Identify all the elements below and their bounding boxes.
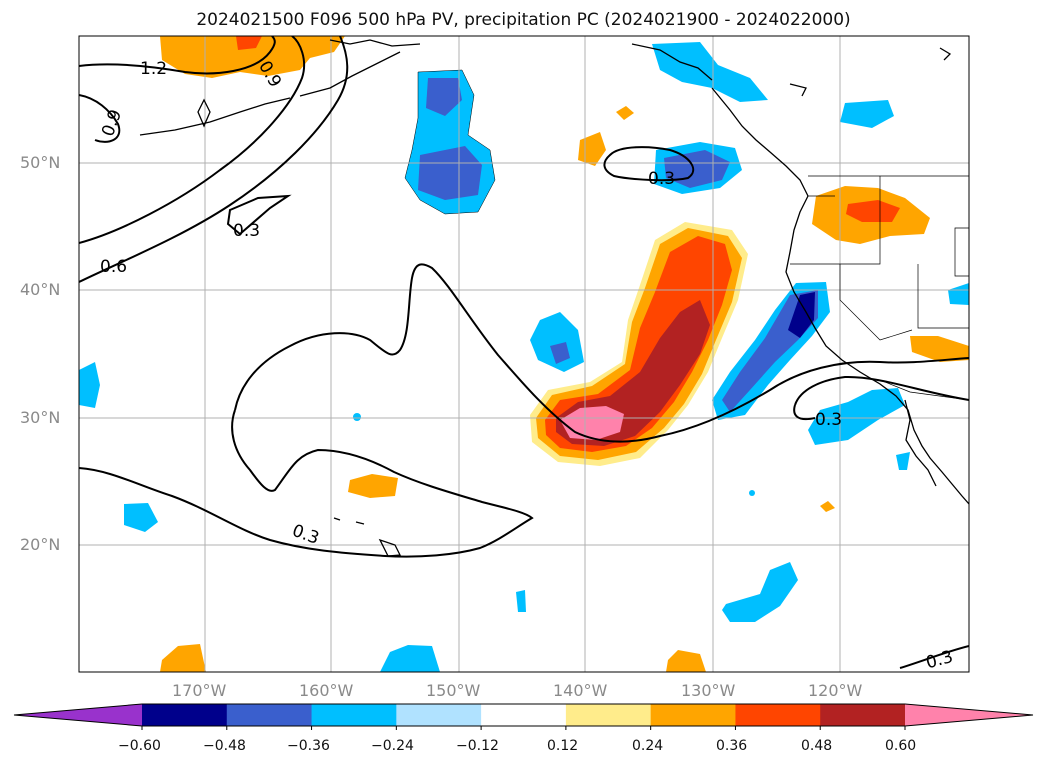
map-frame [78, 35, 970, 673]
colorbar-tick-label: 0.24 [632, 738, 664, 754]
colorbar-segment [142, 704, 228, 726]
colorbar-segment [396, 704, 482, 726]
colorbar-tick-label: 0.60 [885, 738, 917, 754]
colorbar-segment [481, 704, 567, 726]
contour-label: 1.2 [140, 59, 167, 79]
colorbar-tick-label: −0.36 [287, 738, 330, 754]
contour-label: 0.3 [233, 221, 260, 241]
lon-label-170w: 170°W [172, 681, 227, 700]
lon-label-130w: 130°W [681, 681, 736, 700]
contour-label: 0.3 [648, 169, 675, 189]
coastlines [139, 39, 969, 557]
colorbar-tick-label: 0.48 [801, 738, 833, 754]
map-area: 1.2 0.9 0.9 0.6 0.3 0.3 0.3 0.3 0.3 [79, 36, 969, 672]
pv-contours [79, 36, 969, 669]
colorbar [13, 703, 1034, 730]
colorbar-segment [650, 704, 736, 726]
colorbar-tick-label: −0.48 [203, 738, 246, 754]
lon-label-140w: 140°W [553, 681, 608, 700]
colorbar-segment [226, 704, 313, 726]
graticule [79, 36, 969, 672]
lat-label-20n: 20°N [20, 535, 61, 554]
colorbar-segment [820, 704, 906, 726]
lat-label-40n: 40°N [20, 280, 61, 299]
colorbar-extend-high [905, 704, 1033, 726]
map-title: 2024021500 F096 500 hPa PV, precipitatio… [196, 10, 851, 30]
colorbar-tick-label: −0.12 [456, 738, 499, 754]
colorbar-tick-label: −0.24 [371, 738, 414, 754]
contour-label: 0.6 [100, 257, 127, 277]
colorbar-segment [565, 704, 652, 726]
colorbar-tick-label: 0.36 [716, 738, 748, 754]
colorbar-segment [735, 704, 821, 726]
contour-label: 0.3 [815, 410, 842, 430]
colorbar-extend-low [14, 704, 142, 726]
lat-label-30n: 30°N [20, 408, 61, 427]
state-borders [790, 175, 969, 401]
colorbar-tick-label: 0.12 [547, 738, 579, 754]
colorbar-tick-label: −0.60 [118, 738, 161, 754]
lon-label-120w: 120°W [808, 681, 863, 700]
lon-label-160w: 160°W [299, 681, 354, 700]
lat-label-50n: 50°N [20, 153, 61, 172]
lon-label-150w: 150°W [426, 681, 481, 700]
colorbar-segment [311, 704, 397, 726]
